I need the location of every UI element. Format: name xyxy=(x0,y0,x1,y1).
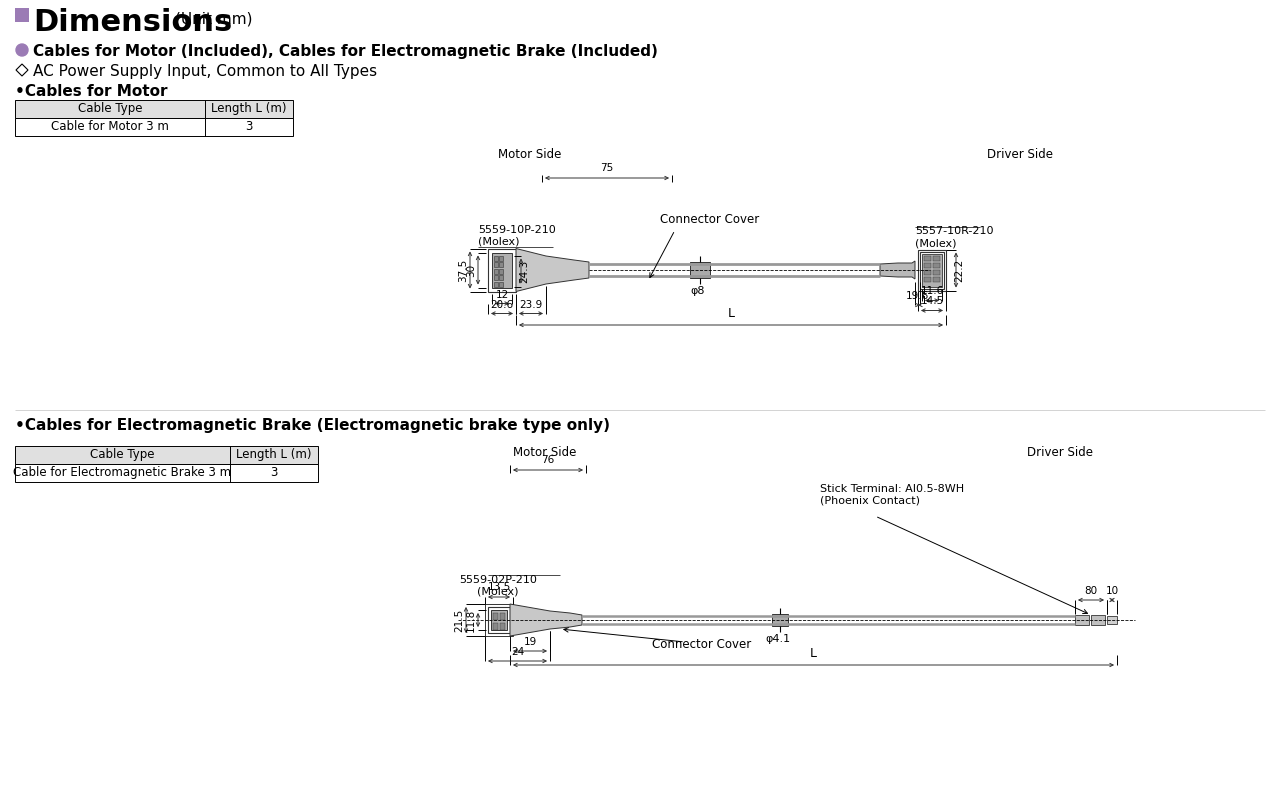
Bar xyxy=(1075,615,1089,625)
Bar xyxy=(924,263,931,268)
Bar xyxy=(499,269,503,273)
Text: 22.2: 22.2 xyxy=(954,258,964,281)
Bar xyxy=(499,281,503,286)
Text: 24.3: 24.3 xyxy=(518,259,529,283)
Text: 24: 24 xyxy=(511,647,524,657)
Polygon shape xyxy=(881,261,915,279)
Text: 76: 76 xyxy=(541,455,554,465)
Text: 37.5: 37.5 xyxy=(458,258,468,281)
Bar xyxy=(933,277,940,282)
Text: L: L xyxy=(810,647,817,660)
Text: 20.6: 20.6 xyxy=(490,300,513,309)
Bar xyxy=(15,464,317,482)
Bar xyxy=(1107,616,1117,624)
Text: 10: 10 xyxy=(1106,586,1119,596)
Bar xyxy=(500,613,506,620)
Text: 11.6: 11.6 xyxy=(920,286,943,297)
Bar xyxy=(15,118,293,136)
Text: Connector Cover: Connector Cover xyxy=(652,638,751,651)
Text: 19.6: 19.6 xyxy=(906,291,929,301)
Circle shape xyxy=(15,44,28,56)
Bar xyxy=(924,270,931,275)
Bar xyxy=(920,251,945,289)
Bar xyxy=(488,249,516,292)
Bar xyxy=(499,262,503,267)
Bar xyxy=(918,250,946,290)
Bar xyxy=(933,256,940,261)
Bar xyxy=(493,623,498,630)
Bar xyxy=(492,253,512,288)
Bar xyxy=(494,275,498,280)
Text: 11.8: 11.8 xyxy=(466,608,476,631)
Text: Cable Type: Cable Type xyxy=(91,448,155,461)
Text: Length L (m): Length L (m) xyxy=(237,448,312,461)
Text: φ8: φ8 xyxy=(691,286,705,296)
Text: 3: 3 xyxy=(270,466,278,479)
Text: 75: 75 xyxy=(600,163,613,173)
Text: Cable for Electromagnetic Brake 3 m: Cable for Electromagnetic Brake 3 m xyxy=(13,466,232,479)
Bar xyxy=(15,8,29,22)
Text: Stick Terminal: AI0.5-8WH
(Phoenix Contact): Stick Terminal: AI0.5-8WH (Phoenix Conta… xyxy=(820,484,964,506)
Bar xyxy=(1091,615,1105,625)
Bar xyxy=(924,277,931,282)
Text: AC Power Supply Input, Common to All Types: AC Power Supply Input, Common to All Typ… xyxy=(33,64,378,79)
Text: 21.5: 21.5 xyxy=(454,608,465,631)
Text: Length L (m): Length L (m) xyxy=(211,102,287,115)
Text: 13.5: 13.5 xyxy=(488,582,511,592)
Bar xyxy=(494,281,498,286)
Bar xyxy=(485,604,513,636)
Text: 14.5: 14.5 xyxy=(920,297,943,307)
Bar xyxy=(499,275,503,280)
Text: 5559-10P-210
(Molex): 5559-10P-210 (Molex) xyxy=(477,225,556,246)
Polygon shape xyxy=(516,249,589,292)
Text: Cable for Motor 3 m: Cable for Motor 3 m xyxy=(51,120,169,133)
Bar xyxy=(15,100,293,118)
Text: 3: 3 xyxy=(246,120,252,133)
Bar xyxy=(494,269,498,273)
Text: 19: 19 xyxy=(524,637,536,647)
Bar xyxy=(494,262,498,267)
Text: Connector Cover: Connector Cover xyxy=(660,213,759,226)
Text: L: L xyxy=(727,307,735,320)
Bar xyxy=(933,270,940,275)
Bar xyxy=(493,613,498,620)
Bar xyxy=(494,255,498,261)
Text: Cables for Motor (Included), Cables for Electromagnetic Brake (Included): Cables for Motor (Included), Cables for … xyxy=(33,44,658,59)
Text: Driver Side: Driver Side xyxy=(1027,446,1093,459)
Text: Motor Side: Motor Side xyxy=(513,446,577,459)
Bar xyxy=(499,255,503,261)
Text: •Cables for Motor: •Cables for Motor xyxy=(15,84,168,99)
Text: •Cables for Electromagnetic Brake (Electromagnetic brake type only): •Cables for Electromagnetic Brake (Elect… xyxy=(15,418,611,433)
Text: 12: 12 xyxy=(495,289,508,300)
Text: 80: 80 xyxy=(1084,586,1097,596)
Text: Dimensions: Dimensions xyxy=(33,8,232,37)
Bar xyxy=(15,446,317,464)
Bar xyxy=(690,262,710,278)
Text: Motor Side: Motor Side xyxy=(498,148,562,161)
Text: 5559-02P-210
(Molex): 5559-02P-210 (Molex) xyxy=(460,575,536,596)
Text: Driver Side: Driver Side xyxy=(987,148,1053,161)
Bar xyxy=(924,256,931,261)
Text: φ4.1: φ4.1 xyxy=(765,634,791,644)
Text: 30: 30 xyxy=(466,263,476,277)
Polygon shape xyxy=(509,604,582,636)
Text: (Unit mm): (Unit mm) xyxy=(175,12,252,27)
Text: Cable Type: Cable Type xyxy=(78,102,142,115)
Text: 5557-10R-210
(Molex): 5557-10R-210 (Molex) xyxy=(915,227,993,248)
Bar xyxy=(933,263,940,268)
Bar xyxy=(500,623,506,630)
Bar xyxy=(772,614,788,626)
Polygon shape xyxy=(15,64,28,76)
Bar xyxy=(492,610,507,630)
Text: 23.9: 23.9 xyxy=(520,300,543,309)
Bar xyxy=(922,254,942,286)
Bar xyxy=(488,607,509,633)
